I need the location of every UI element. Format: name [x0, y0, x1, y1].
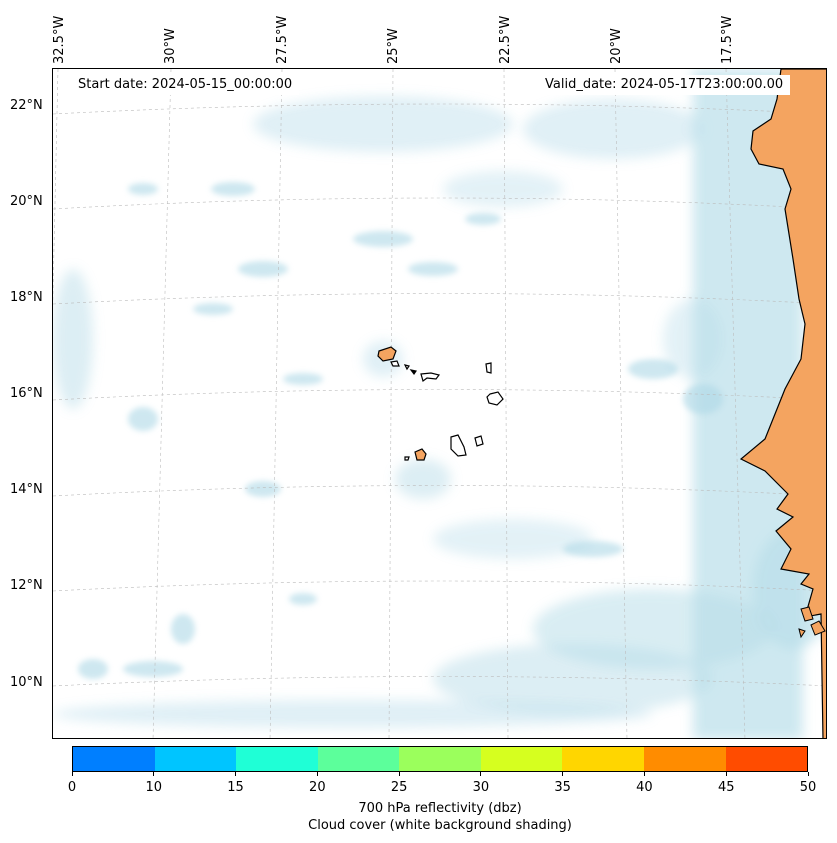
valid-date-label: Valid_date: 2024-05-17T23:00:00.00	[538, 75, 791, 95]
lon-label-25w: 25°W	[386, 28, 401, 64]
colorbar-label-cloud-cover: Cloud cover (white background shading)	[308, 818, 572, 833]
colorbar-tick-label: 45	[717, 780, 735, 795]
coastal-islands	[798, 606, 826, 639]
colorbar-segment-5	[480, 747, 563, 771]
colorbar-segment-0	[73, 747, 155, 771]
lon-label-27-5w: 27.5°W	[275, 15, 290, 64]
lat-label-20n: 20°N	[10, 194, 43, 209]
gridlines	[53, 69, 826, 738]
lat-label-16n: 16°N	[10, 386, 43, 401]
lon-label-20w: 20°W	[609, 28, 624, 64]
cloud-cover-shading	[53, 69, 826, 738]
colorbar-segment-2	[236, 747, 318, 771]
colorbar-tick-label: 15	[227, 780, 244, 795]
colorbar-tick-label: 0	[67, 780, 77, 795]
colorbar-segment-3	[317, 747, 400, 771]
colorbar-segment-8	[725, 747, 808, 771]
colorbar-tick-label: 10	[145, 780, 163, 795]
colorbar-tick-label: 25	[390, 780, 408, 795]
start-date-label: Start date: 2024-05-15_00:00:00	[71, 75, 300, 95]
colorbar-tick-mark	[643, 772, 645, 776]
colorbar-tick-mark	[807, 772, 809, 776]
colorbar-tick-mark	[725, 772, 727, 776]
cape-verde-islands	[377, 346, 504, 461]
colorbar-tick-mark	[316, 772, 318, 776]
colorbar-tick-label: 50	[799, 780, 817, 795]
colorbar-tick-label: 30	[472, 780, 490, 795]
colorbar-segment-6	[562, 747, 644, 771]
map-panel[interactable]	[52, 68, 827, 739]
colorbar-tick-mark	[398, 772, 400, 776]
lon-label-17-5w: 17.5°W	[720, 15, 735, 64]
colorbar-tick-mark	[71, 772, 73, 776]
africa-coastline	[739, 69, 826, 738]
colorbar-segment-7	[643, 747, 726, 771]
colorbar-tick-mark	[235, 772, 237, 776]
reflectivity-colorbar	[72, 746, 808, 772]
colorbar-segment-1	[154, 747, 237, 771]
lat-label-12n: 12°N	[10, 578, 43, 593]
colorbar-tick-label: 20	[309, 780, 326, 795]
colorbar-tick-mark	[562, 772, 564, 776]
colorbar-tick-mark	[153, 772, 155, 776]
lat-label-10n: 10°N	[10, 675, 43, 690]
lon-label-32-5w: 32.5°W	[52, 15, 67, 64]
colorbar-segment-4	[399, 747, 481, 771]
colorbar-label-reflectivity: 700 hPa reflectivity (dbz)	[358, 801, 522, 816]
map-canvas	[53, 69, 826, 738]
colorbar-tick-label: 40	[636, 780, 653, 795]
colorbar-tick-mark	[480, 772, 482, 776]
lat-label-22n: 22°N	[10, 98, 43, 113]
lat-label-14n: 14°N	[10, 482, 43, 497]
colorbar-tick-label: 35	[554, 780, 571, 795]
lat-label-18n: 18°N	[10, 290, 43, 305]
lon-label-22-5w: 22.5°W	[498, 15, 513, 64]
lon-label-30w: 30°W	[163, 28, 178, 64]
